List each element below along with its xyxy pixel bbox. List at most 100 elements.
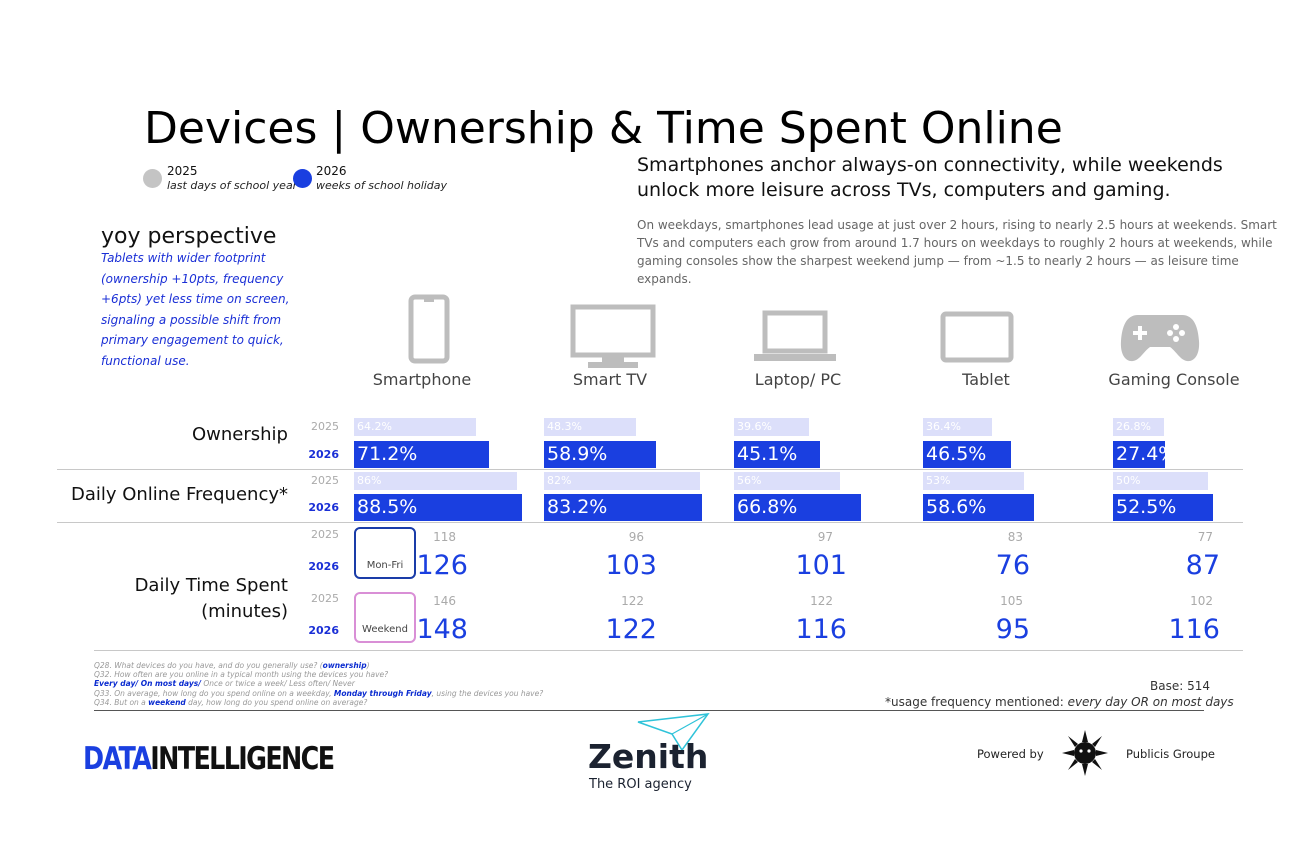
footnote-q32: Q32. How often are you online in a typic… (94, 670, 389, 680)
weekday-box-label: Mon-Fri (366, 560, 404, 571)
frequency-bar-2026 (923, 494, 1035, 521)
device-label-smart-tv: Smart TV (572, 370, 648, 389)
row-label-time-unit: (minutes) (201, 601, 288, 622)
ownership-bar-2026 (1113, 441, 1166, 468)
weekday-time-2025: 97 (817, 530, 833, 544)
frequency-bar-2025 (354, 472, 518, 490)
frequency-bar-2026 (1113, 494, 1213, 521)
frequency-bar-2025-label: 86% (357, 474, 382, 487)
zenith-tagline: The ROI agency (589, 777, 692, 792)
frequency-bar-2026-label: 58.6% (926, 496, 987, 518)
device-label-smartphone: Smartphone (372, 370, 472, 389)
weekday-time-2025: 96 (628, 530, 644, 544)
frequency-bar-2026 (544, 494, 703, 521)
ownership-bar-2026 (354, 441, 490, 468)
frequency-bar-2026 (734, 494, 861, 521)
frequency-note: *usage frequency mentioned: every day OR… (885, 695, 1234, 709)
ownership-bar-2025 (544, 418, 636, 436)
weekend-time-2026: 116 (1168, 614, 1220, 645)
page-title: Devices | Ownership & Time Spent Online (144, 103, 1063, 154)
row-divider (94, 650, 1243, 651)
year-label-2025: 2025 (311, 420, 339, 433)
frequency-bar-2026-label: 66.8% (737, 496, 798, 518)
row-label-ownership: Ownership (192, 424, 288, 445)
device-label-tablet: Tablet (962, 370, 1010, 389)
legend-year-2026: 2026 (316, 164, 347, 178)
frequency-bar-2026 (354, 494, 523, 521)
device-label-gaming-console: Gaming Console (1108, 370, 1240, 389)
ownership-bar-2026-label: 27.4% (1116, 443, 1177, 465)
weekend-time-2025: 122 (621, 594, 644, 608)
weekday-time-2026: 76 (995, 550, 1030, 581)
weekday-time-2025: 83 (1007, 530, 1023, 544)
frequency-bar-2025-label: 53% (926, 474, 951, 487)
legend-desc-2025: last days of school year (167, 179, 298, 192)
footnote-q28: Q28. What devices do you have, and do yo… (94, 661, 370, 670)
year-label-2025: 2025 (311, 528, 339, 541)
weekend-box: Weekend (354, 592, 416, 643)
frequency-bar-2026-label: 52.5% (1116, 496, 1177, 518)
footnote-q34: Q34. But on a weekend day, how long do y… (94, 697, 368, 707)
weekday-time-2025: 77 (1197, 530, 1213, 544)
publicis-logo: Publicis Groupe (1126, 747, 1215, 761)
row-divider (57, 522, 1243, 523)
smart-tv-icon (570, 304, 656, 368)
publicis-lion-icon (1062, 730, 1108, 776)
year-label-2026: 2026 (308, 560, 339, 573)
frequency-bar-2025-label: 82% (547, 474, 572, 487)
ownership-bar-2025-label: 48.3% (547, 420, 582, 433)
summary-text: On weekdays, smartphones lead usage at j… (637, 218, 1277, 286)
row-divider (57, 469, 1243, 470)
frequency-bar-2025 (1113, 472, 1208, 490)
footer-divider (94, 710, 1204, 711)
base-size: Base: 514 (1150, 679, 1210, 693)
zenith-arrow-icon (637, 713, 710, 752)
data-intelligence-logo: DATAINTELLIGENCE (83, 741, 335, 777)
ownership-bar-2025-label: 39.6% (737, 420, 772, 433)
yoy-title: yoy perspective (101, 224, 277, 249)
weekday-time-2026: 101 (795, 550, 847, 581)
year-label-2026: 2026 (308, 448, 339, 461)
weekend-time-2025: 105 (1000, 594, 1023, 608)
year-label-2025: 2025 (311, 592, 339, 605)
footnote-q33: Q33. On average, how long do you spend o… (94, 688, 544, 698)
ownership-bar-2025-label: 64.2% (357, 420, 392, 433)
weekend-time-2025: 122 (810, 594, 833, 608)
ownership-bar-2026 (544, 441, 656, 468)
ownership-bar-2026-label: 46.5% (926, 443, 987, 465)
legend-dot-2025 (143, 169, 162, 188)
ownership-bar-2025 (1113, 418, 1164, 436)
ownership-bar-2026-label: 45.1% (737, 443, 798, 465)
frequency-bar-2025 (734, 472, 841, 490)
headline: Smartphones anchor always-on connectivit… (637, 154, 1223, 201)
legend-desc-2026: weeks of school holiday (316, 179, 448, 192)
device-label-laptop: Laptop/ PC (754, 370, 842, 389)
weekday-box: Mon-Fri (354, 527, 416, 579)
ownership-bar-2026-label: 58.9% (547, 443, 608, 465)
tablet-icon (940, 311, 1014, 363)
legend-dot-2026 (293, 169, 312, 188)
year-label-2026: 2026 (308, 624, 339, 637)
gaming-console-icon (1120, 315, 1200, 362)
frequency-bar-2026-label: 88.5% (357, 496, 418, 518)
frequency-bar-2025 (923, 472, 1024, 490)
weekday-time-2026: 103 (605, 550, 657, 581)
ownership-bar-2026-label: 71.2% (357, 443, 418, 465)
ownership-bar-2025-label: 36.4% (926, 420, 961, 433)
weekend-box-label: Weekend (362, 624, 408, 635)
weekend-time-2026: 122 (605, 614, 657, 645)
frequency-bar-2026-label: 83.2% (547, 496, 608, 518)
powered-by-label: Powered by (977, 747, 1044, 761)
footnote-q32-answers: Every day/ On most days/ Once or twice a… (94, 679, 355, 689)
legend-year-2025: 2025 (167, 164, 198, 178)
laptop-icon (754, 310, 836, 361)
ownership-bar-2026 (923, 441, 1012, 468)
ownership-bar-2025-label: 26.8% (1116, 420, 1151, 433)
frequency-bar-2025-label: 56% (737, 474, 762, 487)
zenith-logo: Zenith (588, 737, 709, 776)
year-label-2025: 2025 (311, 474, 339, 487)
weekend-time-2025: 102 (1190, 594, 1213, 608)
smartphone-icon (408, 294, 450, 364)
row-label-frequency: Daily Online Frequency* (70, 484, 288, 505)
row-label-time: Daily Time Spent (134, 575, 288, 596)
